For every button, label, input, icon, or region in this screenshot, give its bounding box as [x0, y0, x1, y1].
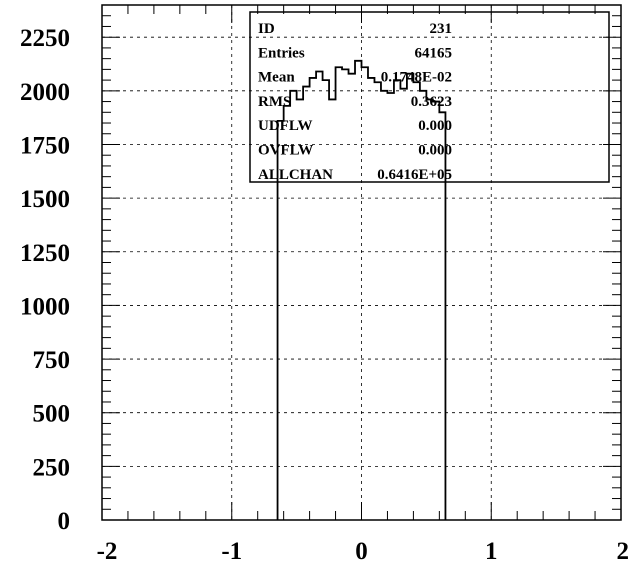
histogram-bin: [407, 74, 413, 520]
stats-value: 0.000: [418, 118, 452, 134]
histogram-bin: [336, 67, 342, 520]
histogram-bin: [349, 74, 355, 520]
histogram-bin: [374, 82, 380, 520]
stats-box-frame: [249, 11, 610, 183]
stats-value: 0.000: [418, 143, 452, 159]
x-tick-label: 2: [617, 538, 630, 565]
y-tick-label: 1500: [20, 186, 70, 213]
stats-value: 64165: [415, 45, 453, 61]
y-tick-label: 1250: [20, 240, 70, 267]
stats-value: 231: [430, 21, 453, 37]
y-tick-label: 1000: [20, 293, 70, 320]
stats-label: UDFLW: [258, 118, 312, 134]
x-tick-label: 1: [485, 538, 498, 565]
stats-value: 0.6416E+05: [377, 167, 452, 183]
histogram-bin: [316, 72, 322, 520]
y-tick-label: 2250: [20, 25, 70, 52]
y-tick-label: 0: [58, 508, 71, 535]
x-tick-labels: -2 -1 0 1 2: [97, 538, 629, 565]
stats-value: 0.1748E-02: [381, 70, 452, 86]
histogram-outline: [276, 59, 447, 520]
stats-label: OVFLW: [258, 143, 313, 159]
histogram-bin: [355, 61, 361, 520]
histogram-bin: [400, 89, 406, 520]
stats-label: RMS: [258, 94, 291, 110]
histogram-bin: [387, 93, 393, 520]
x-tick-label: 0: [355, 538, 368, 565]
y-tick-label: 750: [33, 347, 71, 374]
x-tick-label: -2: [97, 538, 118, 565]
histogram-bin: [433, 102, 439, 520]
axis-ticks: [101, 4, 622, 521]
stats-label: Mean: [258, 70, 295, 86]
histogram-bin: [394, 80, 400, 520]
histogram-bin: [297, 99, 303, 520]
stats-label: ALLCHAN: [258, 167, 333, 183]
y-tick-label: 1750: [20, 132, 70, 159]
stats-label: ID: [258, 21, 275, 37]
stats-box: ID 231 Entries 64165 Mean 0.1748E-02 RMS 0.3623…: [249, 11, 610, 183]
grid-layer: [102, 5, 621, 520]
x-tick-label: -1: [221, 538, 242, 565]
histogram-layer: [276, 59, 447, 520]
y-tick-label: 2000: [20, 79, 70, 106]
stats-label: Entries: [258, 45, 305, 61]
stats-value: 0.3623: [411, 94, 452, 110]
histogram-bin: [362, 67, 368, 520]
histogram-bin: [323, 80, 329, 520]
y-tick-label: 250: [33, 454, 71, 481]
y-tick-labels: 0 250 500 750 1000 1250 1500 1750 2000 2250: [20, 25, 70, 535]
histogram-bin: [426, 99, 432, 520]
histogram-bin: [329, 99, 335, 520]
histogram-bin: [342, 69, 348, 520]
y-tick-label: 500: [33, 401, 71, 428]
